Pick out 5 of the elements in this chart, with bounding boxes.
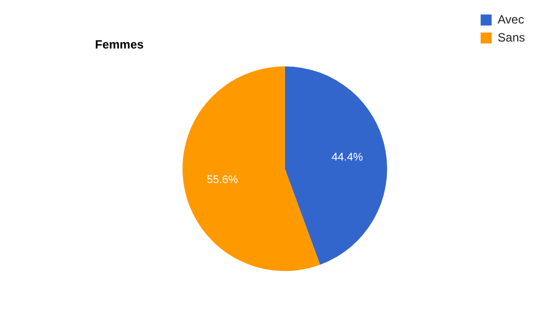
data-label: 55.6% xyxy=(206,174,238,186)
legend-label: Sans xyxy=(498,30,526,44)
legend-label: Avec xyxy=(498,12,524,26)
data-label: 44.4% xyxy=(332,152,364,164)
text: Femmes xyxy=(95,38,144,52)
